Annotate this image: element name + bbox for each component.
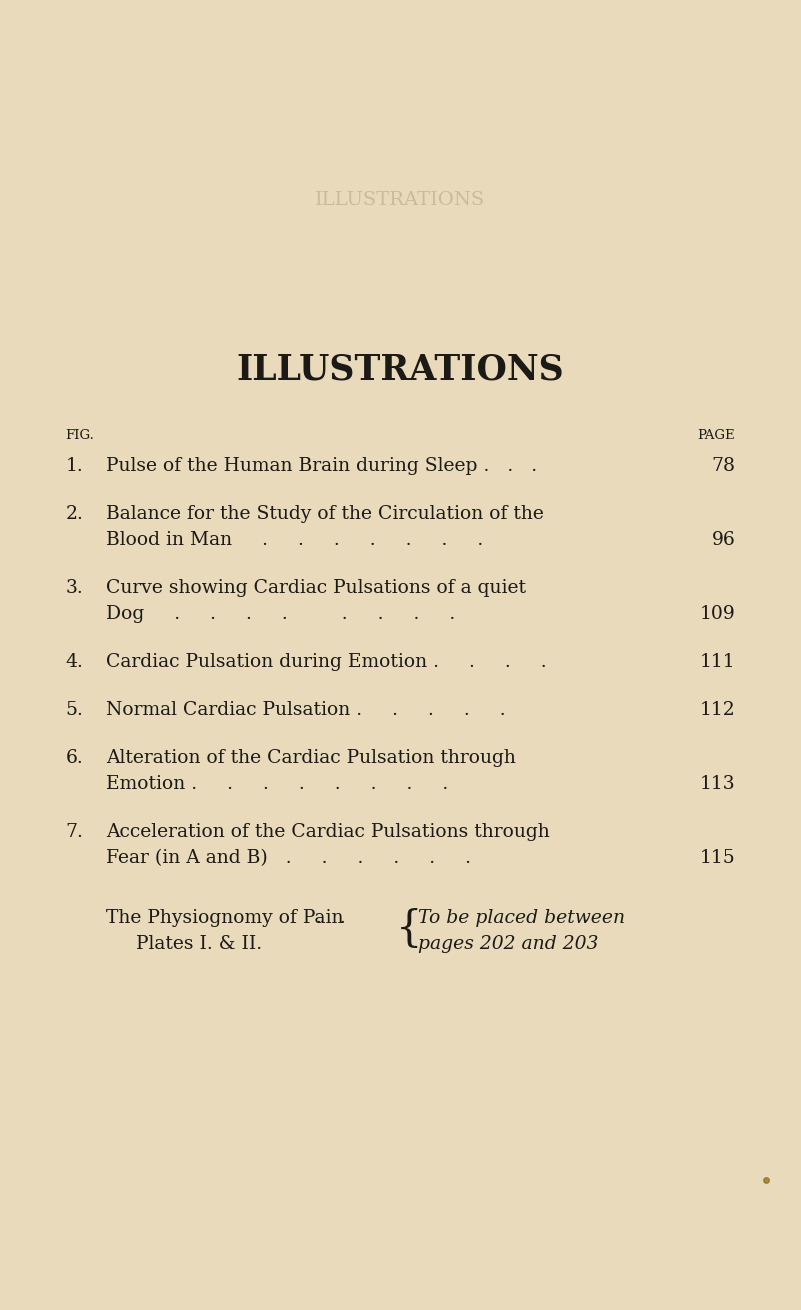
Text: Pulse of the Human Brain during Sleep .   .   .: Pulse of the Human Brain during Sleep . … (106, 457, 537, 476)
Text: .   .: . . (316, 909, 345, 927)
Text: 7.: 7. (66, 823, 83, 841)
Text: Cardiac Pulsation during Emotion .     .     .     .: Cardiac Pulsation during Emotion . . . . (106, 652, 558, 671)
Text: Curve showing Cardiac Pulsations of a quiet: Curve showing Cardiac Pulsations of a qu… (106, 579, 525, 597)
Text: 6.: 6. (66, 749, 83, 766)
Text: 5.: 5. (66, 701, 83, 719)
Text: Normal Cardiac Pulsation .     .     .     .     .: Normal Cardiac Pulsation . . . . . (106, 701, 517, 719)
Text: PAGE: PAGE (698, 428, 735, 441)
Text: 3.: 3. (66, 579, 83, 597)
Text: Emotion .     .     .     .     .     .     .     .: Emotion . . . . . . . . (106, 776, 460, 793)
Text: Acceleration of the Cardiac Pulsations through: Acceleration of the Cardiac Pulsations t… (106, 823, 549, 841)
Text: pages 202 and 203: pages 202 and 203 (418, 935, 598, 952)
Text: 115: 115 (699, 849, 735, 867)
Text: Blood in Man     .     .     .     .     .     .     .: Blood in Man . . . . . . . (106, 531, 495, 549)
Text: Balance for the Study of the Circulation of the: Balance for the Study of the Circulation… (106, 504, 544, 523)
Text: The Physiognomy of Pain: The Physiognomy of Pain (106, 909, 344, 927)
Text: 96: 96 (711, 531, 735, 549)
Text: 1.: 1. (66, 457, 83, 476)
Text: 2.: 2. (66, 504, 83, 523)
Text: FIG.: FIG. (66, 428, 95, 441)
Text: 109: 109 (699, 605, 735, 624)
Text: Dog     .     .     .     .         .     .     .     .: Dog . . . . . . . . (106, 605, 467, 624)
Text: 78: 78 (711, 457, 735, 476)
Text: ILLUSTRATIONS: ILLUSTRATIONS (236, 352, 565, 386)
Text: 112: 112 (699, 701, 735, 719)
Text: Alteration of the Cardiac Pulsation through: Alteration of the Cardiac Pulsation thro… (106, 749, 516, 766)
Text: To be placed between: To be placed between (418, 909, 625, 927)
Text: {: { (396, 908, 422, 950)
Text: 111: 111 (700, 652, 735, 671)
Text: Fear (in A and B)   .     .     .     .     .     .: Fear (in A and B) . . . . . . (106, 849, 483, 867)
Text: 113: 113 (700, 776, 735, 793)
Text: Plates I. & II.: Plates I. & II. (135, 935, 262, 952)
Text: 4.: 4. (66, 652, 83, 671)
Text: ILLUSTRATIONS: ILLUSTRATIONS (316, 191, 485, 210)
